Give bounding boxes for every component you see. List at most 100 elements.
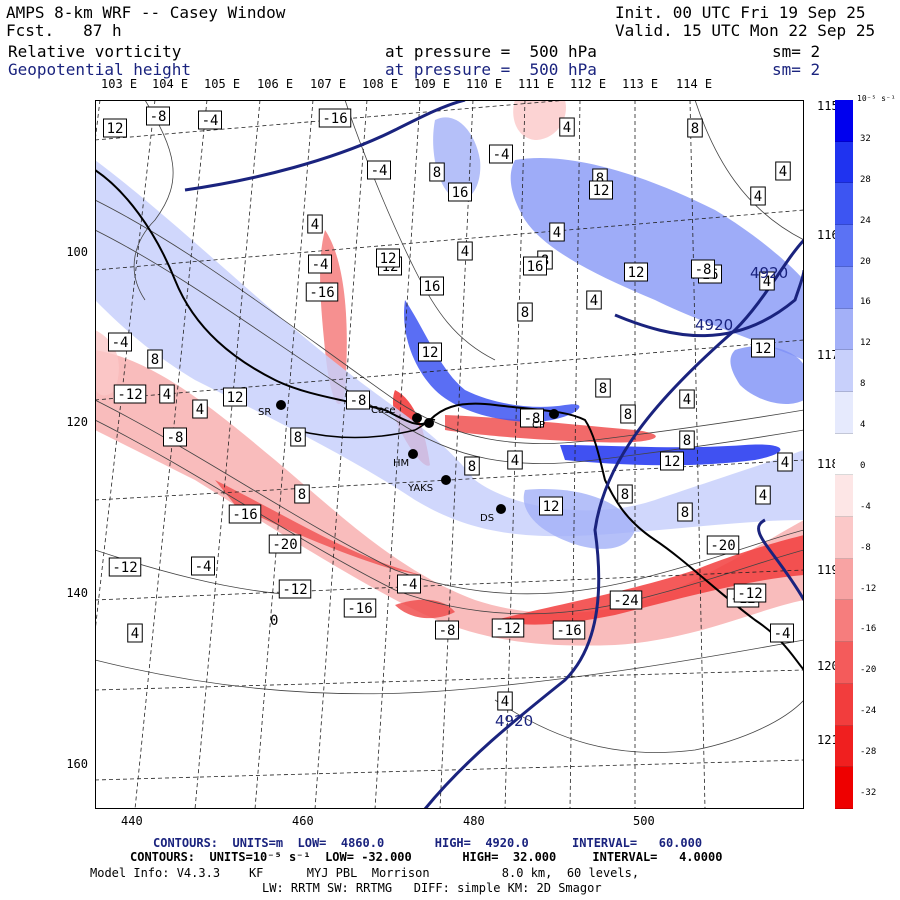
vorticity-label-box [343,598,377,618]
vorticity-label: -20 [710,538,735,554]
positive-vorticity-area [510,158,804,360]
graticule [95,100,804,809]
x-tick-label: 500 [633,814,655,828]
y-tick-label: 140 [66,586,88,600]
vorticity-label-box [777,452,793,472]
vorticity-label-box [539,496,563,516]
station-dot[interactable] [496,504,506,514]
positive-vorticity-core [404,300,580,422]
longitude-label: 103 E [101,77,138,91]
longitude-label: 113 E [622,77,659,91]
colorbar-swatch [835,725,853,768]
vorticity-label: -8 [439,623,456,639]
colorbar-label: 16 [860,297,871,308]
vorticity-label: 8 [596,171,604,187]
vorticity-label: 16 [452,185,469,201]
footer-physics-info: LW: RRTM SW: RRTMG DIFF: simple KM: 2D S… [262,881,602,895]
negative-vorticity-streak [445,415,656,443]
vorticity-label-box [750,186,766,206]
colorbar-label: -28 [860,747,877,758]
vorticity-label: 8 [683,433,691,449]
vorticity-label: 4 [779,164,787,180]
vorticity-label-box [751,338,775,358]
vorticity-label-box [429,162,445,182]
station-label: CP [532,420,545,431]
longitude-label: 106 E [257,77,294,91]
longitude-label: 105 E [204,77,241,91]
vorticity-label: 8 [433,165,441,181]
colorbar-swatch [835,517,853,559]
station-dot[interactable] [276,400,286,410]
vorticity-value-labels: 12-8-4-16-44816128-44812484-4121616124-1… [103,106,794,711]
vorticity-label: 4 [311,217,319,233]
colorbar-label: 8 [860,379,866,390]
field2-name: Geopotential height [8,60,192,79]
station-dot[interactable] [424,418,434,428]
longitude-label: 110 E [466,77,503,91]
vorticity-label-box [491,618,525,638]
coastline [95,169,804,671]
station-label: HM [393,458,409,469]
height-label: 4920 [495,712,533,730]
vorticity-label-box [507,450,523,470]
station-dot[interactable] [441,475,451,485]
station-dot[interactable] [412,413,422,423]
longitude-label: 107 E [310,77,347,91]
vorticity-label: 8 [691,121,699,137]
vorticity-label-box [559,117,575,137]
vorticity-label-box [294,484,310,504]
vorticity-label-box [305,282,339,302]
colorbar-swatch [835,600,853,643]
colorbar-label: 20 [860,256,871,267]
vorticity-label: -16 [309,285,334,301]
vorticity-label-box [127,623,143,643]
vorticity-label-box [108,332,132,352]
vorticity-label: 4 [781,455,789,471]
station-label: YAKS [407,483,433,494]
vorticity-label: 8 [521,305,529,321]
vorticity-label-box [448,182,472,202]
vorticity-label: 8 [621,487,629,503]
field2-level: at pressure = 500 hPa [385,60,597,79]
colorbar-label: -24 [860,706,877,717]
negative-vorticity-core [395,599,455,619]
field2-smoothing: sm= 2 [772,60,821,79]
vorticity-label: 4 [163,387,171,403]
station-dot[interactable] [408,449,418,459]
colorbar-swatch [835,391,853,434]
field1-level: at pressure = 500 hPa [385,42,597,61]
vorticity-label: 4 [754,189,762,205]
vorticity-label-box [307,214,323,234]
vorticity-label-box [520,408,544,428]
vorticity-label-box [517,302,533,322]
colorbar-label: 28 [860,174,871,185]
vorticity-label: 12 [664,454,681,470]
vorticity-label: -20 [272,537,297,553]
vorticity-label: -12 [117,387,142,403]
vorticity-label: 16 [527,259,544,275]
title-left: AMPS 8-km WRF -- Casey Window [6,3,286,22]
vorticity-label-box [108,557,142,577]
vorticity-label-box [376,248,400,268]
vorticity-label: 12 [422,345,439,361]
vorticity-label-box [397,574,421,594]
colorbar-swatch [835,433,853,476]
station-dot[interactable] [549,409,559,419]
vorticity-label: 4 [131,626,139,642]
vorticity-label-box [103,118,127,138]
vorticity-label: 8 [468,459,476,475]
vorticity-label-box [733,583,767,603]
vorticity-label-box [677,502,693,522]
y-tick-label: 120 [66,415,88,429]
vorticity-label-box [159,384,175,404]
vorticity-map[interactable]: 12-8-4-16-44816128-44812484-4121616124-1… [95,100,804,809]
vorticity-label-box [589,180,613,200]
vorticity-label-box [228,504,262,524]
init-time: Init. 00 UTC Fri 19 Sep 25 [615,3,866,22]
vorticity-label-box [691,259,715,279]
vorticity-label-box [435,620,459,640]
vorticity-label: -8 [167,430,184,446]
x-tick-label: 440 [121,814,143,828]
vorticity-label: 4 [590,293,598,309]
vorticity-label: 8 [294,430,302,446]
